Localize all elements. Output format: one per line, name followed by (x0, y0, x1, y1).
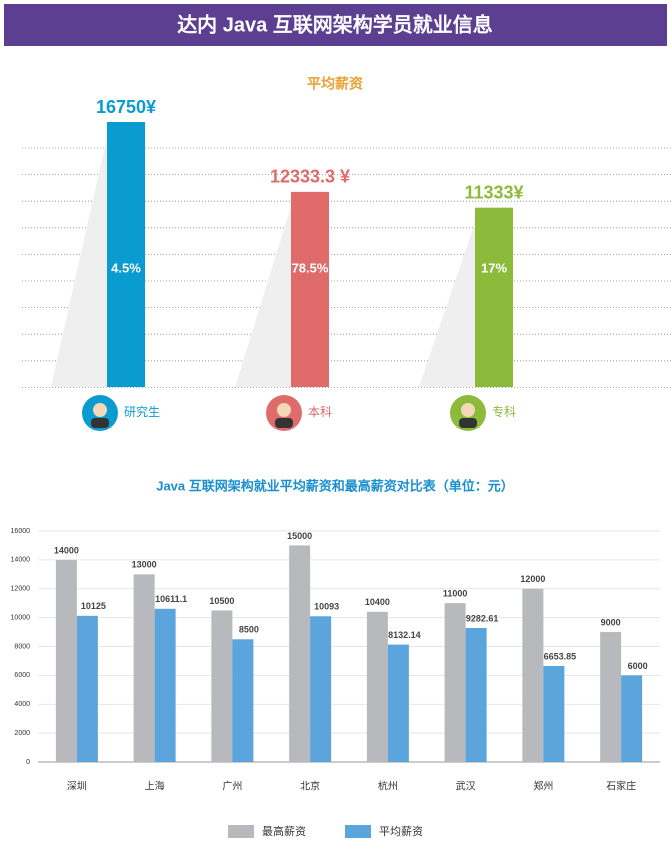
x-tick-label: 石家庄 (606, 780, 636, 793)
value-label: 10125 (81, 601, 106, 611)
bar (133, 574, 155, 762)
y-tick-label: 10000 (11, 614, 31, 621)
bar (522, 588, 544, 762)
bar (107, 122, 145, 387)
bar (154, 608, 176, 762)
chart-title: Java 互联网架构就业平均薪资和最高薪资对比表（单位：元） (156, 478, 514, 493)
avatar-face (277, 403, 291, 417)
value-label: 15000 (287, 531, 312, 541)
bar (289, 545, 311, 762)
avatar-body (275, 418, 293, 428)
value-label: 16750¥ (96, 97, 156, 117)
bar (444, 603, 466, 762)
x-tick-label: 郑州 (533, 780, 553, 793)
category-label: 专科 (492, 404, 516, 419)
x-tick-label: 北京 (300, 780, 320, 793)
bar-shadow (419, 222, 475, 387)
value-label: 10611.1 (155, 594, 187, 604)
y-tick-label: 14000 (11, 557, 31, 564)
y-tick-label: 2000 (14, 730, 30, 737)
y-tick-label: 8000 (14, 643, 30, 650)
bar (291, 191, 329, 387)
legend-swatch (228, 825, 254, 838)
value-label: 14000 (54, 545, 79, 555)
y-tick-label: 4000 (14, 701, 30, 708)
legend-swatch (345, 825, 371, 838)
bar (600, 632, 622, 762)
value-label: 9282.61 (466, 613, 499, 623)
bar (310, 616, 332, 762)
y-tick-label: 6000 (14, 672, 30, 679)
header-bar (4, 4, 667, 46)
bar (232, 639, 254, 762)
value-label: 11333¥ (464, 182, 523, 202)
y-tick-label: 0 (26, 759, 30, 766)
value-label: 10093 (314, 602, 339, 612)
bar (366, 611, 388, 762)
bar (465, 627, 487, 762)
bar (543, 665, 565, 762)
value-label: 6000 (628, 661, 648, 671)
bar-shadow (235, 206, 291, 387)
bar (387, 644, 409, 762)
x-tick-label: 杭州 (378, 780, 398, 793)
value-label: 11000 (443, 589, 468, 599)
value-label: 8500 (239, 625, 259, 635)
bar (211, 610, 233, 762)
y-tick-label: 16000 (11, 528, 31, 535)
value-label: 12000 (520, 574, 545, 584)
chart-title: 平均薪资 (307, 76, 363, 92)
y-tick-label: 12000 (11, 586, 31, 593)
x-tick-label: 深圳 (67, 781, 87, 793)
x-tick-label: 广州 (222, 781, 242, 793)
avatar-face (93, 403, 107, 417)
value-label: 10400 (365, 597, 390, 607)
value-label: 6653.85 (544, 651, 577, 661)
category-label: 研究生 (124, 404, 160, 419)
share-label: 17% (481, 260, 507, 275)
legend-label: 平均薪资 (379, 825, 423, 838)
value-label: 8132.14 (388, 630, 421, 640)
share-label: 4.5% (111, 260, 141, 275)
share-label: 78.5% (292, 260, 329, 275)
bar (76, 615, 98, 762)
legend-label: 最高薪资 (262, 824, 306, 838)
x-tick-label: 上海 (145, 780, 165, 793)
bar (55, 559, 77, 762)
avatar-body (459, 418, 477, 428)
bar (621, 675, 643, 762)
avatar-body (91, 418, 109, 428)
value-label: 13000 (132, 560, 157, 570)
value-label: 12333.3 ¥ (270, 167, 350, 187)
bar-shadow (51, 137, 107, 387)
value-label: 9000 (601, 617, 621, 627)
category-label: 本科 (308, 405, 332, 419)
avatar-face (461, 403, 475, 417)
header-title: 达内 Java 互联网架构学员就业信息 (177, 12, 493, 36)
value-label: 10500 (209, 596, 234, 606)
x-tick-label: 武汉 (456, 780, 476, 793)
bar (475, 207, 513, 387)
